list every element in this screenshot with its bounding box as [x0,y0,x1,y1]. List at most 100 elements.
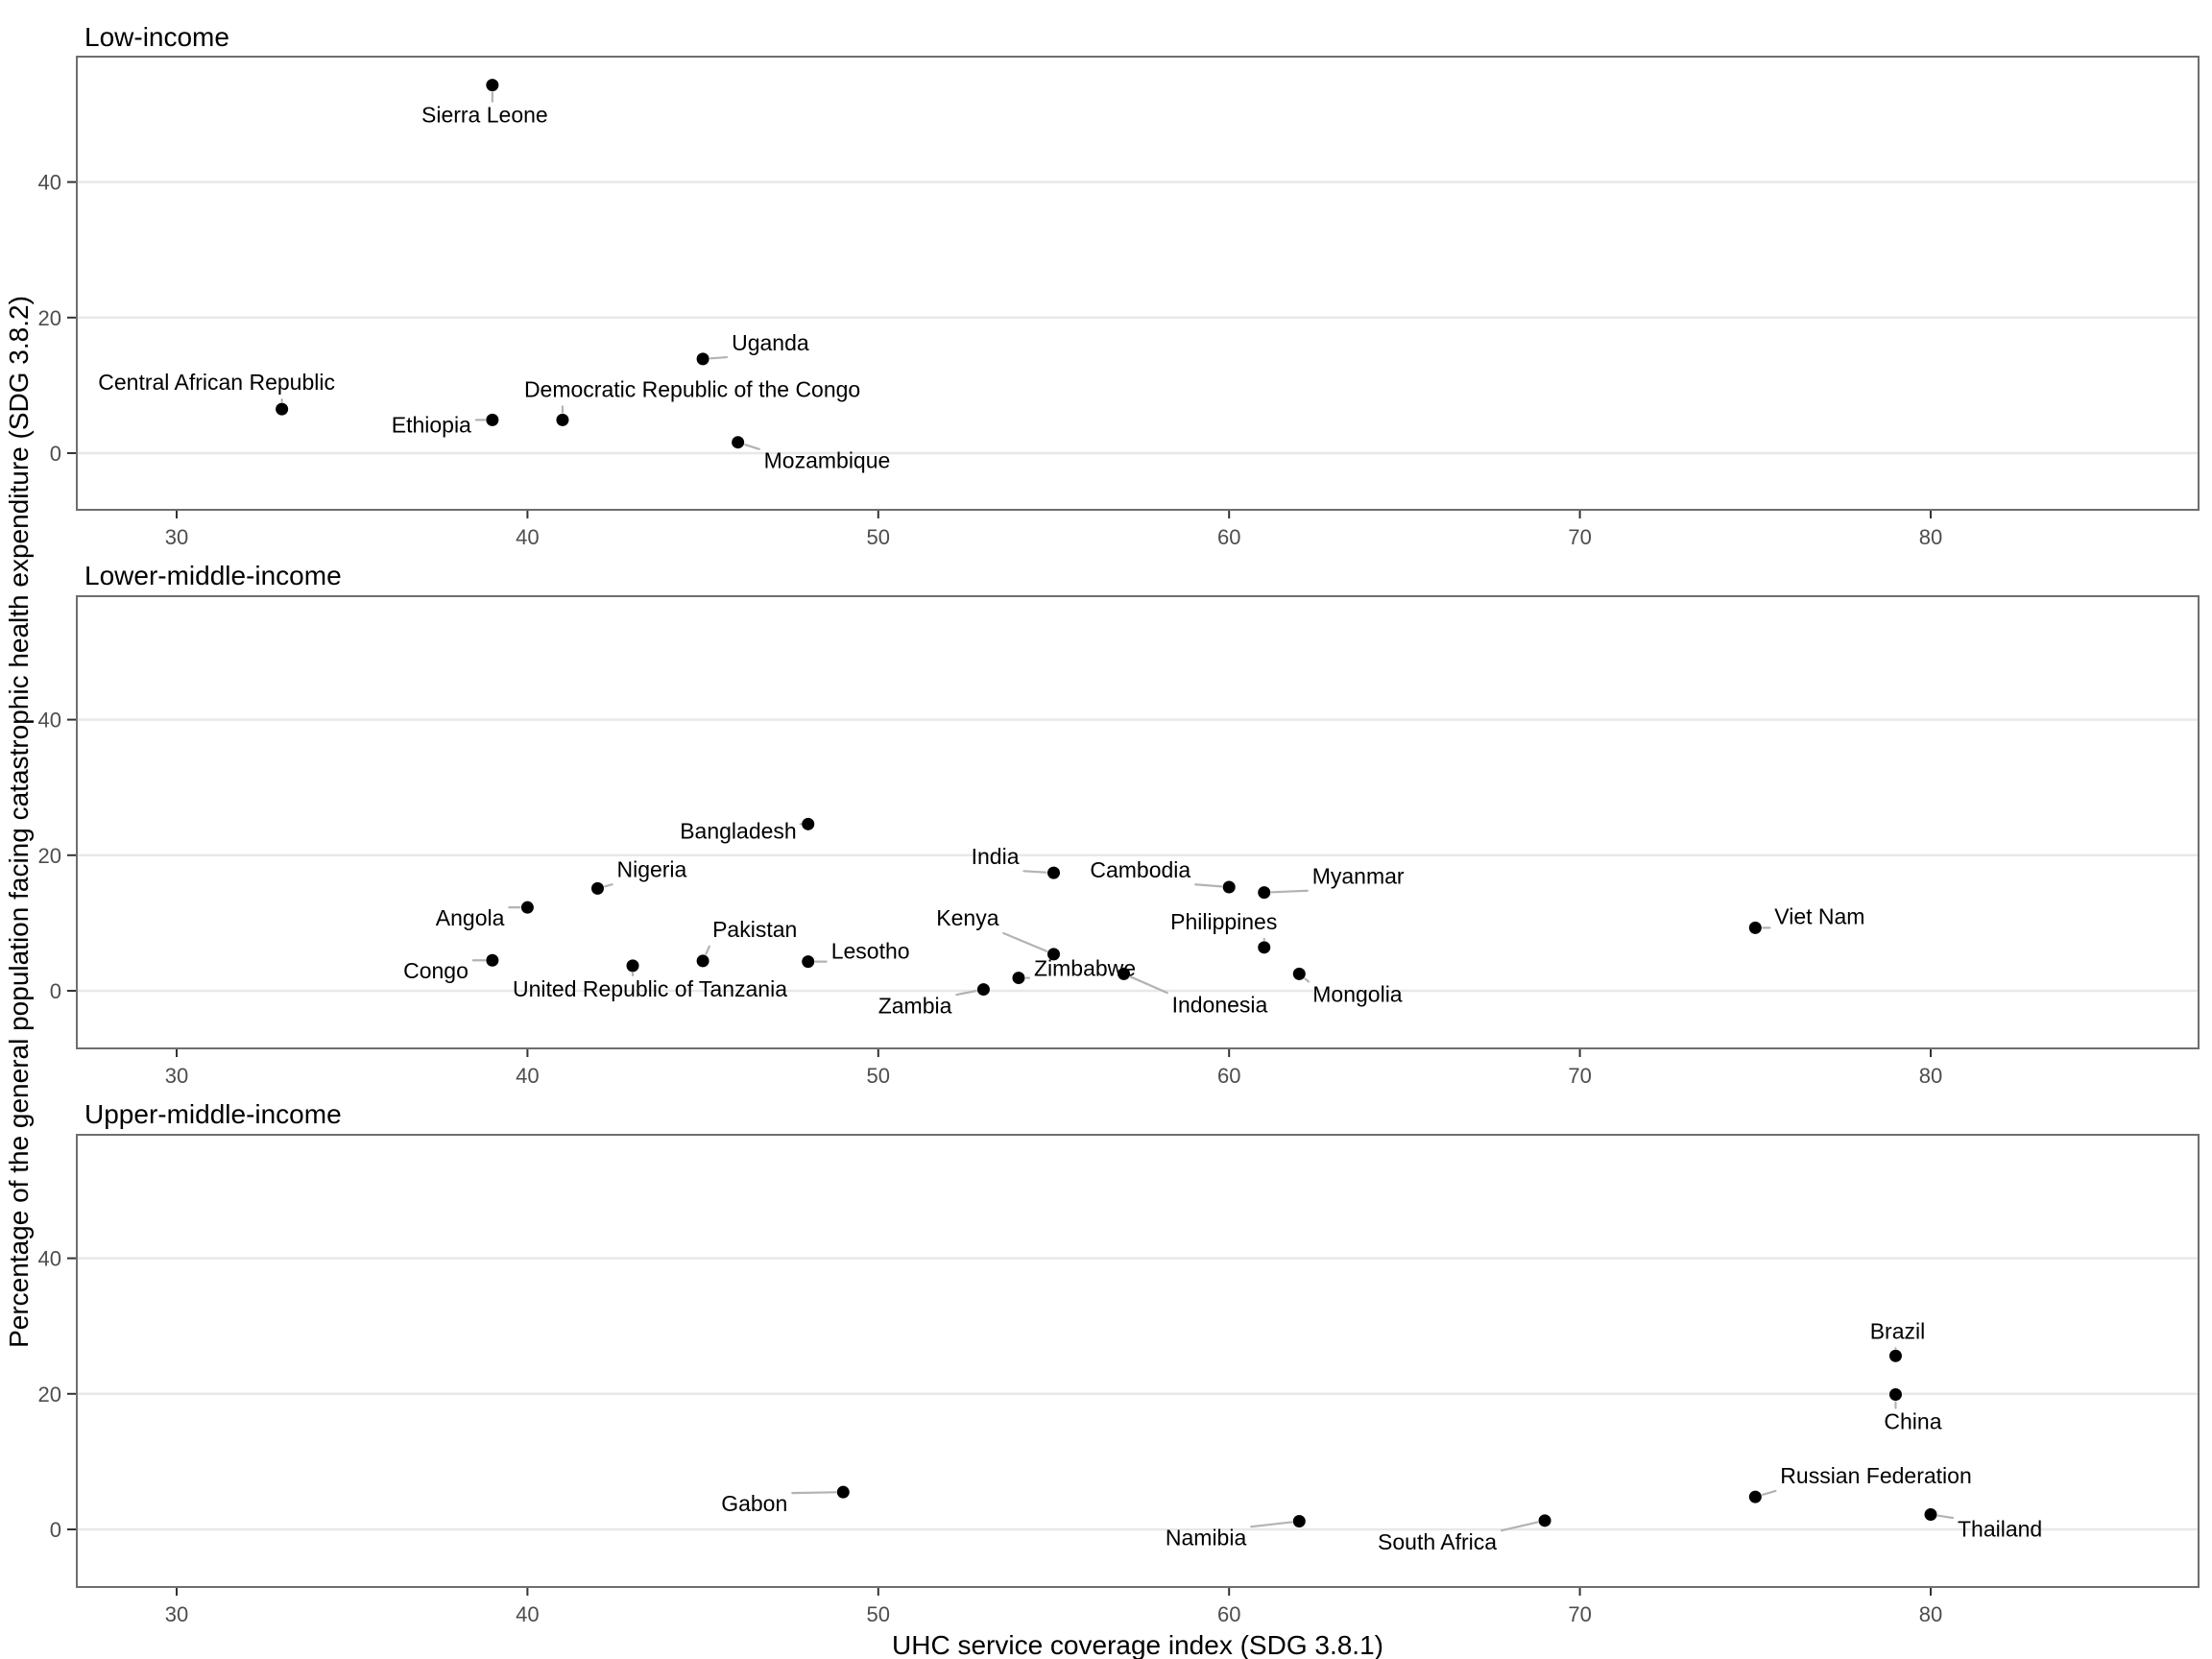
country-label: Brazil [1870,1318,1926,1343]
country-label: Philippines [1170,909,1277,934]
label-leader-line [955,990,977,997]
x-axis-tick-label: 50 [867,1064,890,1088]
data-point [1047,948,1060,961]
label-leader-line [1936,1514,1955,1520]
country-label: Gabon [721,1491,787,1516]
x-axis-tick-label: 60 [1217,1602,1240,1626]
data-point [802,955,815,969]
data-point [696,954,709,968]
x-axis-tick-label: 80 [1919,525,1942,549]
y-axis-tick-label: 20 [38,306,61,330]
country-label: Uganda [732,330,809,355]
data-point [486,413,499,426]
country-label: Mozambique [764,448,891,473]
country-label: China [1884,1409,1941,1434]
country-label: Central African Republic [98,370,335,395]
data-point [1888,1349,1902,1362]
label-leader-line [604,883,613,888]
x-axis-tick-label: 30 [165,525,188,549]
label-leader-line [705,945,710,955]
x-axis-tick-label: 30 [165,1602,188,1626]
x-axis-tick-label: 50 [867,525,890,549]
label-leader-line [1002,931,1048,952]
country-label: Indonesia [1172,992,1268,1017]
facet-strip-label-upper-middle-income: Upper-middle-income [84,1099,342,1129]
panel-border [76,56,2200,511]
country-label: Nigeria [616,856,686,881]
label-leader-line [1129,975,1168,995]
data-point [696,352,709,366]
country-label: Myanmar [1312,864,1405,889]
label-leader-line [1194,883,1223,888]
data-point [1748,1490,1762,1503]
x-axis-tick-label: 70 [1568,1602,1591,1626]
country-label: Angola [436,905,505,930]
x-axis-tick-label: 70 [1568,525,1591,549]
country-label: India [972,844,1020,869]
panel-border [76,1134,2200,1588]
country-label: Zambia [878,994,952,1019]
label-leader-line [1022,870,1047,874]
data-point [836,1485,850,1499]
country-label: Namibia [1166,1526,1247,1551]
y-axis-tick-label: 40 [38,709,61,733]
label-leader-line [791,1491,837,1495]
data-point [1012,972,1025,985]
y-axis-tick-label: 20 [38,844,61,868]
data-point [1222,880,1236,894]
data-point [1258,941,1271,954]
x-axis-tick-label: 40 [516,1064,539,1088]
country-label: Bangladesh [680,818,797,843]
data-point [590,881,604,895]
country-label: Kenya [936,905,998,930]
y-axis-tick-label: 20 [38,1382,61,1407]
x-axis-title: UHC service coverage index (SDG 3.8.1) [892,1630,1383,1659]
country-label: Viet Nam [1774,903,1864,928]
label-leader-line [1761,1489,1777,1496]
facet-strip-label-lower-middle-income: Lower-middle-income [84,561,342,590]
data-point [976,983,990,997]
x-axis-tick-label: 40 [516,525,539,549]
country-label: Democratic Republic of the Congo [524,376,860,401]
country-label: United Republic of Tanzania [513,976,787,1001]
country-label: Mongolia [1312,981,1403,1006]
data-point [520,901,534,914]
data-point [1748,921,1762,934]
label-leader-line [744,444,760,450]
data-point [1924,1507,1937,1521]
x-axis-tick-label: 70 [1568,1064,1591,1088]
data-point [732,436,745,449]
data-point [556,413,569,426]
y-axis-tick-label: 0 [50,1518,61,1542]
x-axis-tick-label: 60 [1217,525,1240,549]
country-label: Thailand [1958,1516,2042,1541]
country-label: Sierra Leone [421,103,548,128]
country-label: Russian Federation [1780,1463,1971,1488]
x-axis-tick-label: 60 [1217,1064,1240,1088]
facet-strip-label-low-income: Low-income [84,22,229,52]
country-label: Pakistan [712,917,797,942]
x-axis-tick-label: 30 [165,1064,188,1088]
data-point [1292,1515,1306,1528]
y-axis-tick-label: 0 [50,979,61,1003]
country-label: Lesotho [831,939,910,964]
label-leader-line [1304,977,1310,983]
data-point [1047,866,1060,879]
label-leader-line [1250,1521,1293,1528]
country-label: Congo [403,958,469,983]
x-axis-tick-label: 80 [1919,1064,1942,1088]
data-point [1118,967,1131,980]
y-axis-tick-label: 0 [50,442,61,466]
label-leader-line [1270,889,1309,894]
country-label: Ethiopia [392,412,471,437]
country-label: Cambodia [1090,857,1190,882]
data-point [486,953,499,967]
data-point [1538,1514,1551,1527]
x-axis-tick-label: 50 [867,1602,890,1626]
data-point [1292,967,1306,980]
panel-border [76,595,2200,1049]
country-label: South Africa [1378,1529,1497,1554]
y-axis-tick-label: 40 [38,1247,61,1271]
